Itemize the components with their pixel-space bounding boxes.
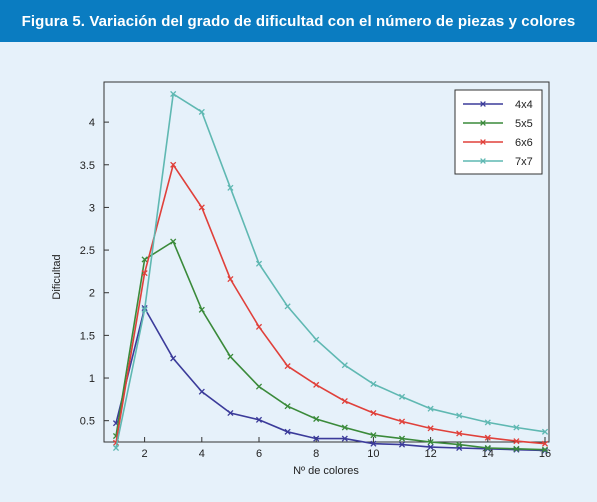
series-line-6x6 xyxy=(115,162,546,445)
data-point-7x7 xyxy=(112,444,120,452)
line-chart: 0.511.522.533.54 2 4 6 8 10 12 14 16 Dificultad… xyxy=(51,81,551,477)
x-axis: 2 4 6 8 10 12 14 16 xyxy=(142,437,551,460)
data-point-7x7 xyxy=(141,306,148,313)
data-point-5x5 xyxy=(513,445,520,452)
data-point-6x6 xyxy=(170,161,177,168)
chart-panel: 0.5 1 1.5 2 2.5 3 3.5 4 2 4 6 8 10 12 14 16 Dificultad… xyxy=(0,42,597,502)
data-point-6x6 xyxy=(370,409,377,417)
y-tick-label: 4 xyxy=(89,117,95,129)
data-point-7x7 xyxy=(370,380,377,388)
data-point-6x6 xyxy=(541,440,549,447)
data-point-7x7 xyxy=(170,90,177,98)
data-point-4x4 xyxy=(284,428,291,435)
x-tick-label: 10 xyxy=(367,448,379,460)
data-point-6x6 xyxy=(313,381,320,388)
series-line-4x4 xyxy=(115,305,546,452)
plot-frame xyxy=(103,81,550,443)
data-point-5x5 xyxy=(541,446,549,453)
data-point-5x5 xyxy=(484,444,491,452)
data-point-7x7 xyxy=(255,260,263,267)
data-point-6x6 xyxy=(456,430,463,437)
data-point-7x7 xyxy=(513,424,520,431)
y-tick-label: 2.5 xyxy=(80,245,95,257)
data-point-6x6 xyxy=(141,270,148,277)
data-point-5x5 xyxy=(427,438,434,446)
data-point-4x4 xyxy=(170,355,177,362)
series-layer xyxy=(112,90,549,454)
y-tick-label: 1 xyxy=(89,373,95,385)
data-point-6x6 xyxy=(227,276,234,283)
data-point-4x4 xyxy=(227,409,234,417)
legend-item-4x4: 4x4 xyxy=(463,99,533,111)
data-point-7x7 xyxy=(313,336,320,343)
data-point-5x5 xyxy=(398,435,406,442)
legend-item-7x7: 7x7 xyxy=(463,156,533,168)
x-tick-label: 8 xyxy=(313,448,319,460)
series-line-7x7 xyxy=(115,92,546,449)
data-point-5x5 xyxy=(341,424,348,431)
x-tick-label: 2 xyxy=(142,448,148,460)
data-point-5x5 xyxy=(227,353,234,360)
legend-item-5x5: 5x5 xyxy=(463,118,533,130)
data-point-6x6 xyxy=(427,425,434,432)
data-point-7x7 xyxy=(198,108,205,115)
data-point-7x7 xyxy=(484,419,491,426)
data-point-4x4 xyxy=(198,388,205,395)
figure-title: Figura 5. Variación del grado de dificul… xyxy=(21,12,576,30)
data-point-6x6 xyxy=(341,397,348,405)
y-tick-label: 2 xyxy=(89,288,95,300)
x-tick-label: 12 xyxy=(424,448,436,460)
data-point-4x4 xyxy=(427,444,434,451)
data-point-5x5 xyxy=(456,441,463,448)
data-point-4x4 xyxy=(370,440,377,447)
data-point-6x6 xyxy=(513,438,520,445)
data-point-7x7 xyxy=(284,303,291,310)
data-point-4x4 xyxy=(341,435,348,442)
legend-item-6x6: 6x6 xyxy=(463,137,533,149)
y-tick-label: 1.5 xyxy=(80,330,95,342)
x-axis-title: Nº de colores xyxy=(293,465,359,477)
y-axis-title: Dificultad xyxy=(51,254,63,299)
data-point-7x7 xyxy=(541,428,549,435)
legend-label: 6x6 xyxy=(515,137,533,149)
data-point-4x4 xyxy=(398,441,406,448)
data-point-4x4 xyxy=(313,435,320,442)
data-point-4x4 xyxy=(255,416,263,423)
data-point-5x5 xyxy=(284,403,291,410)
legend: 4x4 5x5 6x6 7x7 xyxy=(454,89,543,175)
data-point-6x6 xyxy=(398,418,406,425)
data-point-5x5 xyxy=(198,306,205,313)
y-axis: 0.5 1 1.5 2 2.5 3 3.5 4 xyxy=(80,117,109,428)
y-tick-label: 3 xyxy=(89,202,95,214)
data-point-7x7 xyxy=(427,405,434,412)
data-point-6x6 xyxy=(198,204,205,211)
y-tick-label: 3.5 xyxy=(80,160,95,172)
data-point-5x5 xyxy=(141,256,148,263)
legend-label: 5x5 xyxy=(515,118,533,130)
data-point-6x6 xyxy=(484,434,491,441)
x-tick-label: 4 xyxy=(199,448,205,460)
y-tick-label: 0.5 xyxy=(80,416,95,428)
legend-label: 7x7 xyxy=(515,156,533,168)
series-line-5x5 xyxy=(115,240,546,451)
data-point-7x7 xyxy=(398,393,406,400)
data-point-5x5 xyxy=(255,383,263,390)
data-point-5x5 xyxy=(313,415,320,423)
data-point-6x6 xyxy=(284,363,291,370)
data-point-7x7 xyxy=(227,184,234,191)
data-point-7x7 xyxy=(341,362,348,369)
data-point-7x7 xyxy=(456,412,463,419)
x-tick-label: 6 xyxy=(256,448,262,460)
data-point-6x6 xyxy=(255,323,263,330)
legend-label: 4x4 xyxy=(515,99,533,111)
data-point-5x5 xyxy=(370,432,377,439)
figure-title-bar: Figura 5. Variación del grado de dificul… xyxy=(0,0,597,42)
x-tick-label: 14 xyxy=(482,448,494,460)
data-point-5x5 xyxy=(170,238,177,245)
